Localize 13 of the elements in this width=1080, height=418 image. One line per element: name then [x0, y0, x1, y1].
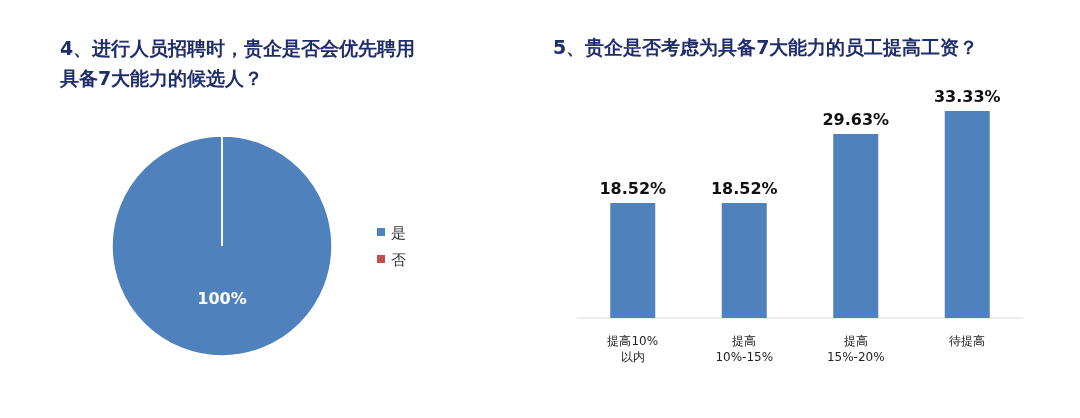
legend-label: 否	[391, 251, 406, 269]
data-label: 33.33%	[933, 87, 1001, 106]
data-label: 100%	[197, 289, 247, 308]
x-tick-label: 提高 10%-15%	[715, 334, 774, 364]
x-tick-label: 提高 15%-20%	[826, 334, 885, 364]
x-tick-label: 提高10% 以内	[607, 334, 659, 364]
chart-title: 4、进行人员招聘时，贵企是否会优先聘用具备7大能力的候选人？	[60, 36, 417, 91]
chart-title: 5、贵企是否考虑为具备7大能力的员工提高工资？	[553, 36, 979, 58]
x-tick-label: 待提高	[949, 334, 986, 348]
data-label: 18.52%	[599, 178, 667, 198]
data-label: 18.52%	[710, 178, 778, 198]
legend-label: 是	[391, 224, 406, 242]
data-label: 29.63%	[822, 109, 890, 129]
